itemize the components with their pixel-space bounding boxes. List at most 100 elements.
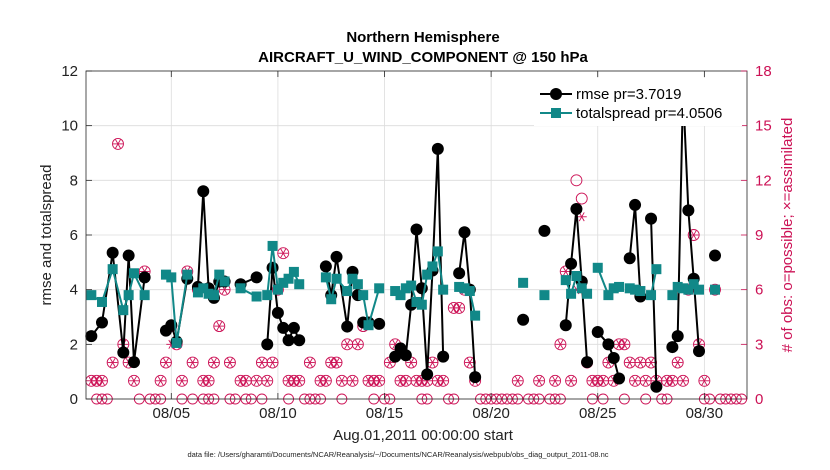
point-rmse (277, 321, 290, 334)
obs-possible-marker (698, 374, 711, 387)
point-totalspread (139, 290, 150, 301)
point-totalspread (576, 283, 587, 294)
point-totalspread (667, 290, 678, 301)
point-totalspread (342, 286, 353, 297)
point-rmse (538, 224, 551, 237)
series-layer (85, 84, 722, 393)
obs-assimilated-marker (224, 358, 235, 368)
obs-assimilated-marker (336, 376, 347, 386)
obs-possible-marker (186, 356, 199, 369)
obs-possible-marker (154, 374, 167, 387)
obs-assimilated-marker (400, 376, 411, 386)
point-totalspread (432, 246, 443, 257)
point-totalspread (352, 279, 363, 290)
obs-possible-marker (351, 338, 364, 351)
point-totalspread (123, 290, 134, 301)
point-rmse (197, 185, 210, 198)
point-rmse (330, 250, 343, 263)
point-totalspread (358, 290, 369, 301)
legend-box (534, 78, 742, 126)
point-totalspread (86, 290, 97, 301)
obs-assimilated-marker (560, 266, 571, 276)
obs-possible-marker (709, 283, 721, 296)
point-totalspread (427, 261, 438, 272)
obs-assimilated-marker (128, 376, 139, 386)
obs-assimilated-marker (598, 376, 609, 386)
obs-assimilated-marker (550, 376, 561, 386)
y2-tick-label: 6 (755, 282, 763, 299)
y2-axis-label: # of obs: o=possible; ×=assimilated (779, 118, 796, 353)
point-rmse (709, 249, 722, 262)
point-totalspread (96, 296, 107, 307)
point-rmse (319, 260, 332, 273)
y-tick-label: 12 (61, 63, 78, 80)
obs-assimilated-marker (619, 339, 630, 349)
point-totalspread (192, 287, 203, 298)
obs-assimilated-marker (267, 358, 278, 368)
y2-tick-label: 0 (755, 391, 763, 408)
point-rmse (287, 321, 300, 334)
point-totalspread (518, 277, 529, 288)
y-tick-label: 4 (70, 282, 78, 299)
obs-assimilated-marker (630, 376, 641, 386)
point-rmse (613, 372, 626, 385)
obs-assimilated-marker (331, 358, 342, 368)
point-totalspread (459, 283, 470, 294)
point-totalspread (272, 284, 283, 295)
point-totalspread (294, 279, 305, 290)
x-tick-label: 08/20 (472, 405, 510, 422)
y2-tick-label: 15 (755, 118, 772, 135)
obs-assimilated-marker (320, 376, 331, 386)
obs-possible-marker (176, 374, 188, 387)
point-rmse (293, 334, 306, 347)
obs-assimilated-marker (672, 358, 683, 368)
series-line-rmse (650, 218, 658, 387)
obs-assimilated-marker (427, 358, 438, 368)
point-totalspread (171, 337, 182, 348)
obs-possible-marker (554, 338, 567, 351)
point-totalspread (422, 269, 433, 280)
obs-assimilated-marker (635, 358, 646, 368)
point-totalspread (614, 281, 625, 292)
point-totalspread (566, 288, 577, 299)
axis-ticks: 08/05 08/10 08/15 08/20 08/25 08/30 0 2 4 6 8 10 12 0… (61, 63, 771, 422)
point-totalspread (406, 280, 417, 291)
point-totalspread (283, 273, 294, 284)
point-totalspread (592, 262, 603, 273)
obs-assimilated-marker (107, 358, 118, 368)
point-totalspread (603, 290, 614, 301)
obs-assimilated-marker (576, 212, 587, 222)
obs-possible-marker (261, 374, 274, 387)
point-rmse (341, 320, 354, 333)
obs-possible-marker (565, 374, 578, 387)
obs-possible-marker (223, 356, 236, 369)
obs-possible-marker (128, 374, 140, 387)
obs-assimilated-marker (534, 376, 545, 386)
point-rmse (591, 326, 604, 339)
obs-possible-marker (277, 247, 290, 260)
y2-tick-label: 18 (755, 63, 772, 80)
point-rmse (453, 267, 466, 280)
point-totalspread (694, 284, 705, 295)
point-totalspread (624, 283, 635, 294)
point-rmse (138, 271, 151, 284)
obs-assimilated-marker (352, 339, 363, 349)
point-rmse (458, 226, 471, 239)
obs-assimilated-marker (464, 358, 475, 368)
obs-assimilated-marker (342, 339, 353, 349)
point-totalspread (331, 273, 342, 284)
point-totalspread (464, 286, 475, 297)
point-totalspread (278, 277, 289, 288)
point-rmse (266, 261, 279, 274)
point-totalspread (683, 284, 694, 295)
point-rmse (261, 338, 274, 351)
point-totalspread (411, 296, 422, 307)
point-totalspread (470, 310, 481, 321)
point-rmse (399, 349, 412, 362)
point-totalspread (198, 283, 209, 294)
point-rmse (570, 203, 583, 216)
obs-assimilated-marker (454, 303, 465, 313)
series-line-rmse (458, 232, 477, 378)
